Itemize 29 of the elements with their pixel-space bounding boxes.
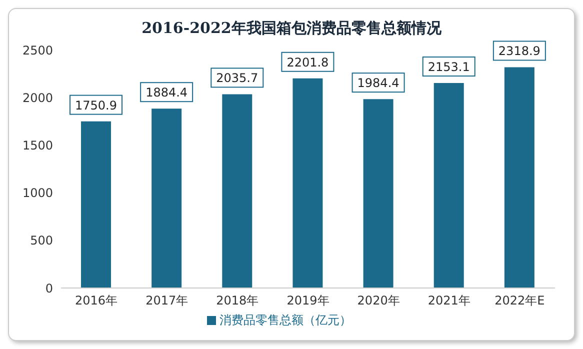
x-tick-label: 2016年 <box>75 294 118 308</box>
y-tick-label: 500 <box>30 234 53 248</box>
y-tick-label: 2500 <box>22 43 53 58</box>
data-label: 1984.4 <box>357 76 400 90</box>
chart-title: 2016-2022年我国箱包消费品零售总额情况 <box>140 19 442 38</box>
data-label: 2318.9 <box>498 44 540 58</box>
bar <box>292 78 323 288</box>
x-tick-label: 2022年E <box>494 294 545 308</box>
y-tick-label: 1500 <box>22 138 53 152</box>
data-label: 1884.4 <box>146 86 188 100</box>
bar <box>152 108 182 288</box>
bar <box>222 94 252 288</box>
x-tick-label: 2020年 <box>357 294 400 308</box>
data-label: 2201.8 <box>286 55 329 70</box>
x-tick-label: 2019年 <box>286 294 330 308</box>
x-tick-label: 2021年 <box>428 294 470 308</box>
legend-label: 消费品零售总额（亿元） <box>220 313 352 327</box>
bar <box>363 99 394 288</box>
data-label: 1750.9 <box>75 98 117 112</box>
y-tick-label: 0 <box>45 281 53 296</box>
bar <box>504 67 534 288</box>
x-tick-label: 2018年 <box>216 294 259 308</box>
y-tick-label: 1000 <box>22 186 53 200</box>
bar <box>434 83 464 288</box>
x-tick-label: 2017年 <box>146 294 188 308</box>
bar <box>81 121 111 288</box>
data-label: 2153.1 <box>428 60 470 74</box>
data-label: 2035.7 <box>216 71 258 86</box>
y-tick-label: 2000 <box>22 90 53 105</box>
